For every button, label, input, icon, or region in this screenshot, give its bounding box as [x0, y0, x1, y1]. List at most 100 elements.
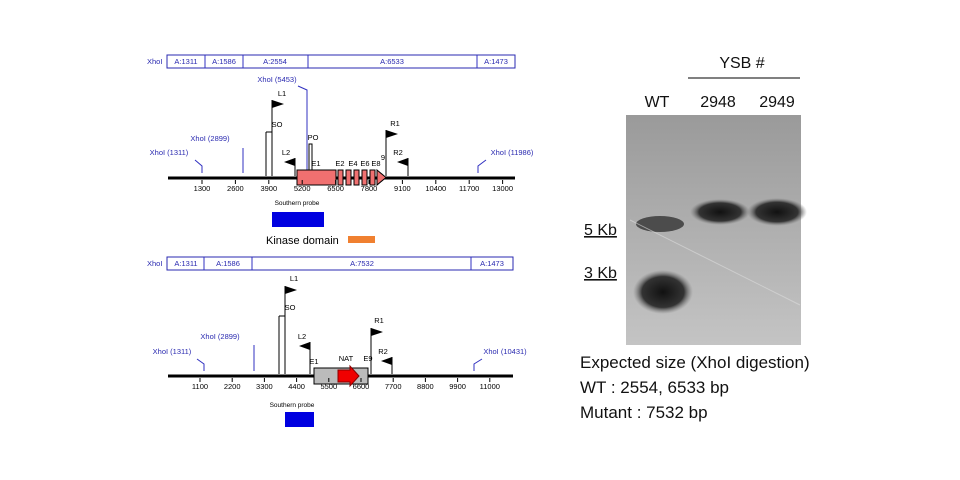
axis-tick-label: 3300	[256, 382, 273, 391]
marker-label: 3 Kb	[584, 265, 617, 282]
primer-flag	[381, 357, 392, 365]
primer-flag	[272, 100, 284, 108]
upper-map: XhoI A:1311 A:1586 A:2554 A:6533 A:1473 …	[147, 54, 534, 247]
feature-label: E1	[309, 357, 318, 366]
exon-label: 9	[381, 153, 385, 162]
scratch	[629, 219, 801, 306]
exon-label: E8	[371, 159, 380, 168]
lower-map: XhoI A:1311 A:1586 A:7532 A:1473 XhoI (2…	[147, 256, 527, 427]
site-label: XhoI (2899)	[200, 332, 240, 341]
primer-label: PO	[308, 133, 319, 142]
note: Mutant : 7532 bp	[580, 403, 708, 422]
axis-tick-label: 11700	[459, 184, 479, 193]
marker-label: 5 Kb	[584, 222, 617, 239]
primer-flag	[386, 130, 398, 138]
axis-tick-label: 6600	[353, 382, 370, 391]
primer-flag	[397, 158, 408, 166]
lane-label: WT	[645, 94, 670, 111]
lane-label: 2948	[700, 94, 736, 111]
axis-tick-label: 2600	[227, 184, 244, 193]
axis-tick-label: 7700	[385, 382, 402, 391]
probe	[272, 212, 324, 227]
axis-tick-label: 13000	[492, 184, 513, 193]
site-line	[477, 159, 487, 173]
site-line	[297, 85, 308, 172]
axis-tick-label: 5200	[294, 184, 311, 193]
probe-label: Southern probe	[275, 200, 320, 207]
primer-label: L1	[290, 274, 298, 283]
exon-label: E2	[335, 159, 344, 168]
axis-tick-label: 3900	[260, 184, 277, 193]
fragment-dividers	[203, 257, 472, 270]
probe-label: Southern probe	[270, 402, 315, 409]
axis-tick-label: 9100	[394, 184, 411, 193]
primer-flag	[285, 286, 297, 294]
exons	[337, 168, 387, 187]
domain-label: Kinase domain	[266, 235, 339, 247]
primer-label: R2	[378, 347, 388, 356]
primer-label: L2	[298, 332, 306, 341]
bar-label: XhoI	[147, 259, 162, 268]
primer-label: SO	[285, 303, 296, 312]
site-label: XhoI (11986)	[491, 148, 534, 157]
primer-flag	[284, 158, 295, 166]
fragment-label: A:1473	[480, 259, 504, 268]
fragment-label: A:6533	[380, 57, 404, 66]
domain-swatch	[348, 236, 375, 243]
exon-label: E6	[360, 159, 369, 168]
fragment-label: A:1311	[174, 57, 197, 66]
axis-tick-label: 1300	[194, 184, 211, 193]
fragment-label: A:1473	[484, 57, 508, 66]
fragment-label: A:2554	[263, 57, 287, 66]
exon-label: E4	[348, 159, 357, 168]
site-label: XhoI (1311)	[150, 148, 189, 157]
feature-label: NAT	[339, 354, 354, 363]
primer-label: L2	[282, 148, 290, 157]
lane-label: 2949	[759, 94, 795, 111]
feature-label: E9	[363, 354, 372, 363]
site-label: XhoI (1311)	[153, 347, 192, 356]
band	[636, 216, 684, 232]
axis-tick-label: 11000	[480, 382, 500, 391]
axis-tick-label: 8800	[417, 382, 434, 391]
blot-panel: YSB # WT 2948 2949 5 Kb 3 Kb Expected si…	[580, 55, 810, 422]
group-label: YSB #	[719, 55, 764, 72]
fragment-label: A:7532	[350, 259, 374, 268]
site-line	[473, 358, 483, 371]
axis-tick-label: 9900	[449, 382, 466, 391]
primer-label: R1	[390, 119, 400, 128]
note: WT : 2554, 6533 bp	[580, 378, 729, 397]
site-line	[194, 159, 203, 173]
axis: 1300 2600 3900 5200 6500 7800 9100 10400 11700 13…	[194, 180, 513, 193]
fragment-bar	[166, 54, 516, 69]
primer-flag	[299, 342, 310, 350]
axis-tick-label: 10400	[425, 184, 446, 193]
primer-label: R1	[374, 316, 384, 325]
axis-tick-label: 4400	[288, 382, 305, 391]
note: Expected size (XhoI digestion)	[580, 353, 810, 372]
band	[747, 198, 807, 226]
axis: 1100 2200 3300 4400 5500 6600 7700 8800 9900 1100…	[192, 378, 500, 391]
primer-label: R2	[393, 148, 403, 157]
bar-label: XhoI	[147, 57, 162, 66]
probe	[285, 412, 314, 427]
fragment-label: A:1311	[174, 259, 197, 268]
fragment-label: A:1586	[212, 57, 236, 66]
fragment-label: A:1586	[216, 259, 240, 268]
primer-label: SO	[272, 120, 283, 129]
band	[690, 199, 750, 225]
primer-flag	[371, 328, 383, 336]
nat-arrow	[337, 364, 360, 388]
axis-tick-label: 5500	[320, 382, 337, 391]
exon	[296, 169, 337, 186]
site-label: XhoI (10431)	[483, 347, 527, 356]
fragment-bar	[166, 256, 514, 271]
site-label: XhoI (5453)	[257, 75, 297, 84]
fragment-dividers	[204, 55, 478, 68]
exon-label: E1	[311, 159, 320, 168]
band	[633, 270, 693, 314]
axis-tick-label: 7800	[361, 184, 378, 193]
site-label: XhoI (2899)	[190, 134, 230, 143]
site-line	[196, 358, 205, 371]
